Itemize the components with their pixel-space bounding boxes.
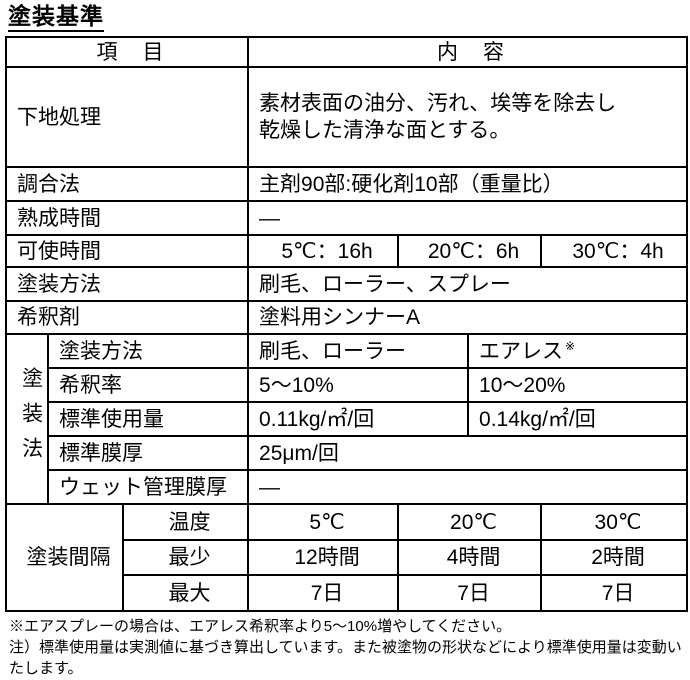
label-application-method: 塗装方法	[4, 266, 250, 303]
label-pot-life: 可使時間	[4, 234, 250, 269]
label-maturation-time: 熟成時間	[4, 200, 250, 237]
cell-temp-5c: 5℃	[247, 503, 400, 542]
section-label-application: 塗装法	[5, 333, 49, 506]
label-standard-usage: 標準使用量	[46, 401, 250, 438]
label-thinner: 希釈剤	[4, 300, 250, 336]
row-thinner: 希釈剤 塗料用シンナーA	[4, 300, 689, 336]
footnote-usage: 注）標準使用量は実測値に基づき算出しています。また被塗物の形状などにより標準使用…	[9, 639, 682, 677]
airless-text: エアレス	[479, 339, 564, 363]
cell-pot-life-30c: 30℃：4h	[540, 234, 689, 269]
row-app-method: 塗装法 塗装方法 刷毛、ローラー エアレス ※	[5, 333, 689, 506]
row-interval-minimum: 最少 12時間 4時間 2時間	[6, 539, 689, 577]
cell-pot-life-5c: 5℃：16h	[247, 234, 400, 269]
cell-temp-20c: 20℃	[397, 503, 543, 542]
application-section-text: 塗装法	[19, 366, 43, 472]
cell-mixing-ratio: 主剤90部:硬化剤10部（重量比）	[247, 166, 689, 203]
label-minimum: 最少	[121, 539, 250, 577]
cell-dilution-brush: 5～10%	[247, 367, 470, 404]
cell-usage-airless: 0.14kg/㎡/回	[467, 401, 689, 438]
cell-application-method: 刷毛、ローラー、スプレー	[247, 266, 689, 303]
cell-min-20c: 4時間	[397, 539, 543, 577]
row-surface-prep: 下地処理 素材表面の油分、汚れ、埃等を除去し 乾燥した清浄な面とする。	[4, 66, 689, 169]
footnotes: ※エアスプレーの場合は、エアレス希釈率より5～10%増やしてください。 注）標準…	[9, 617, 689, 679]
row-standard-film-thickness: 標準膜厚 25μm/回	[6, 435, 689, 472]
cell-thinner: 塗料用シンナーA	[247, 300, 689, 336]
row-wet-film-thickness: ウェット管理膜厚 ―	[6, 469, 689, 506]
cell-min-5c: 12時間	[247, 539, 400, 577]
page-title: 塗装基準	[8, 3, 104, 33]
row-mixing-ratio: 調合法 主剤90部:硬化剤10部（重量比）	[4, 166, 689, 203]
row-standard-usage: 標準使用量 0.11kg/㎡/回 0.14kg/㎡/回	[6, 401, 689, 438]
col-header-item: 項 目	[4, 36, 250, 69]
footnote-airless: ※エアスプレーの場合は、エアレス希釈率より5～10%増やしてください。	[9, 618, 512, 636]
row-interval-temperature: 塗装間隔 温度 5℃ 20℃ 30℃	[5, 503, 689, 613]
cell-maturation-time: ―	[247, 200, 689, 237]
cell-max-30c: 7日	[540, 574, 689, 613]
label-wet-film-thickness: ウェット管理膜厚	[46, 469, 250, 506]
col-header-content: 内 容	[247, 36, 689, 69]
section-label-interval: 塗装間隔	[5, 503, 124, 613]
row-maturation-time: 熟成時間 ―	[4, 200, 689, 237]
row-pot-life: 可使時間 5℃：16h 20℃：6h 30℃：4h	[4, 234, 689, 269]
cell-usage-brush: 0.11kg/㎡/回	[247, 401, 470, 438]
label-standard-film-thickness: 標準膜厚	[46, 435, 250, 472]
cell-app-method-airless: エアレス ※	[467, 333, 689, 370]
row-application-method: 塗装方法 刷毛、ローラー、スプレー	[4, 266, 689, 303]
cell-max-5c: 7日	[247, 574, 400, 613]
cell-standard-film-thickness: 25μm/回	[247, 435, 689, 472]
cell-min-30c: 2時間	[540, 539, 689, 577]
label-dilution-ratio: 希釈率	[46, 367, 250, 404]
cell-app-method-brush: 刷毛、ローラー	[247, 333, 470, 370]
label-mixing-ratio: 調合法	[4, 166, 250, 203]
coating-spec-table: 項 目 内 容 下地処理 素材表面の油分、汚れ、埃等を除去し 乾燥した清浄な面と…	[4, 36, 689, 613]
cell-temp-30c: 30℃	[540, 503, 689, 542]
cell-pot-life-20c: 20℃：6h	[397, 234, 543, 269]
row-interval-maximum: 最大 7日 7日 7日	[6, 574, 689, 613]
cell-wet-film-thickness: ―	[247, 469, 689, 506]
label-maximum: 最大	[121, 574, 250, 613]
label-surface-prep: 下地処理	[4, 66, 250, 169]
surface-prep-line-2: 乾燥した清浄な面とする。	[259, 119, 511, 143]
footnote-marker: ※	[565, 338, 576, 353]
header-row: 項 目 内 容	[4, 36, 689, 69]
label-temperature: 温度	[121, 503, 250, 542]
cell-surface-prep: 素材表面の油分、汚れ、埃等を除去し 乾燥した清浄な面とする。	[247, 66, 689, 169]
cell-max-20c: 7日	[397, 574, 543, 613]
label-app-method: 塗装方法	[46, 333, 250, 370]
surface-prep-line-1: 素材表面の油分、汚れ、埃等を除去し	[259, 92, 617, 116]
cell-dilution-airless: 10～20%	[467, 367, 689, 404]
row-dilution-ratio: 希釈率 5～10% 10～20%	[6, 367, 689, 404]
